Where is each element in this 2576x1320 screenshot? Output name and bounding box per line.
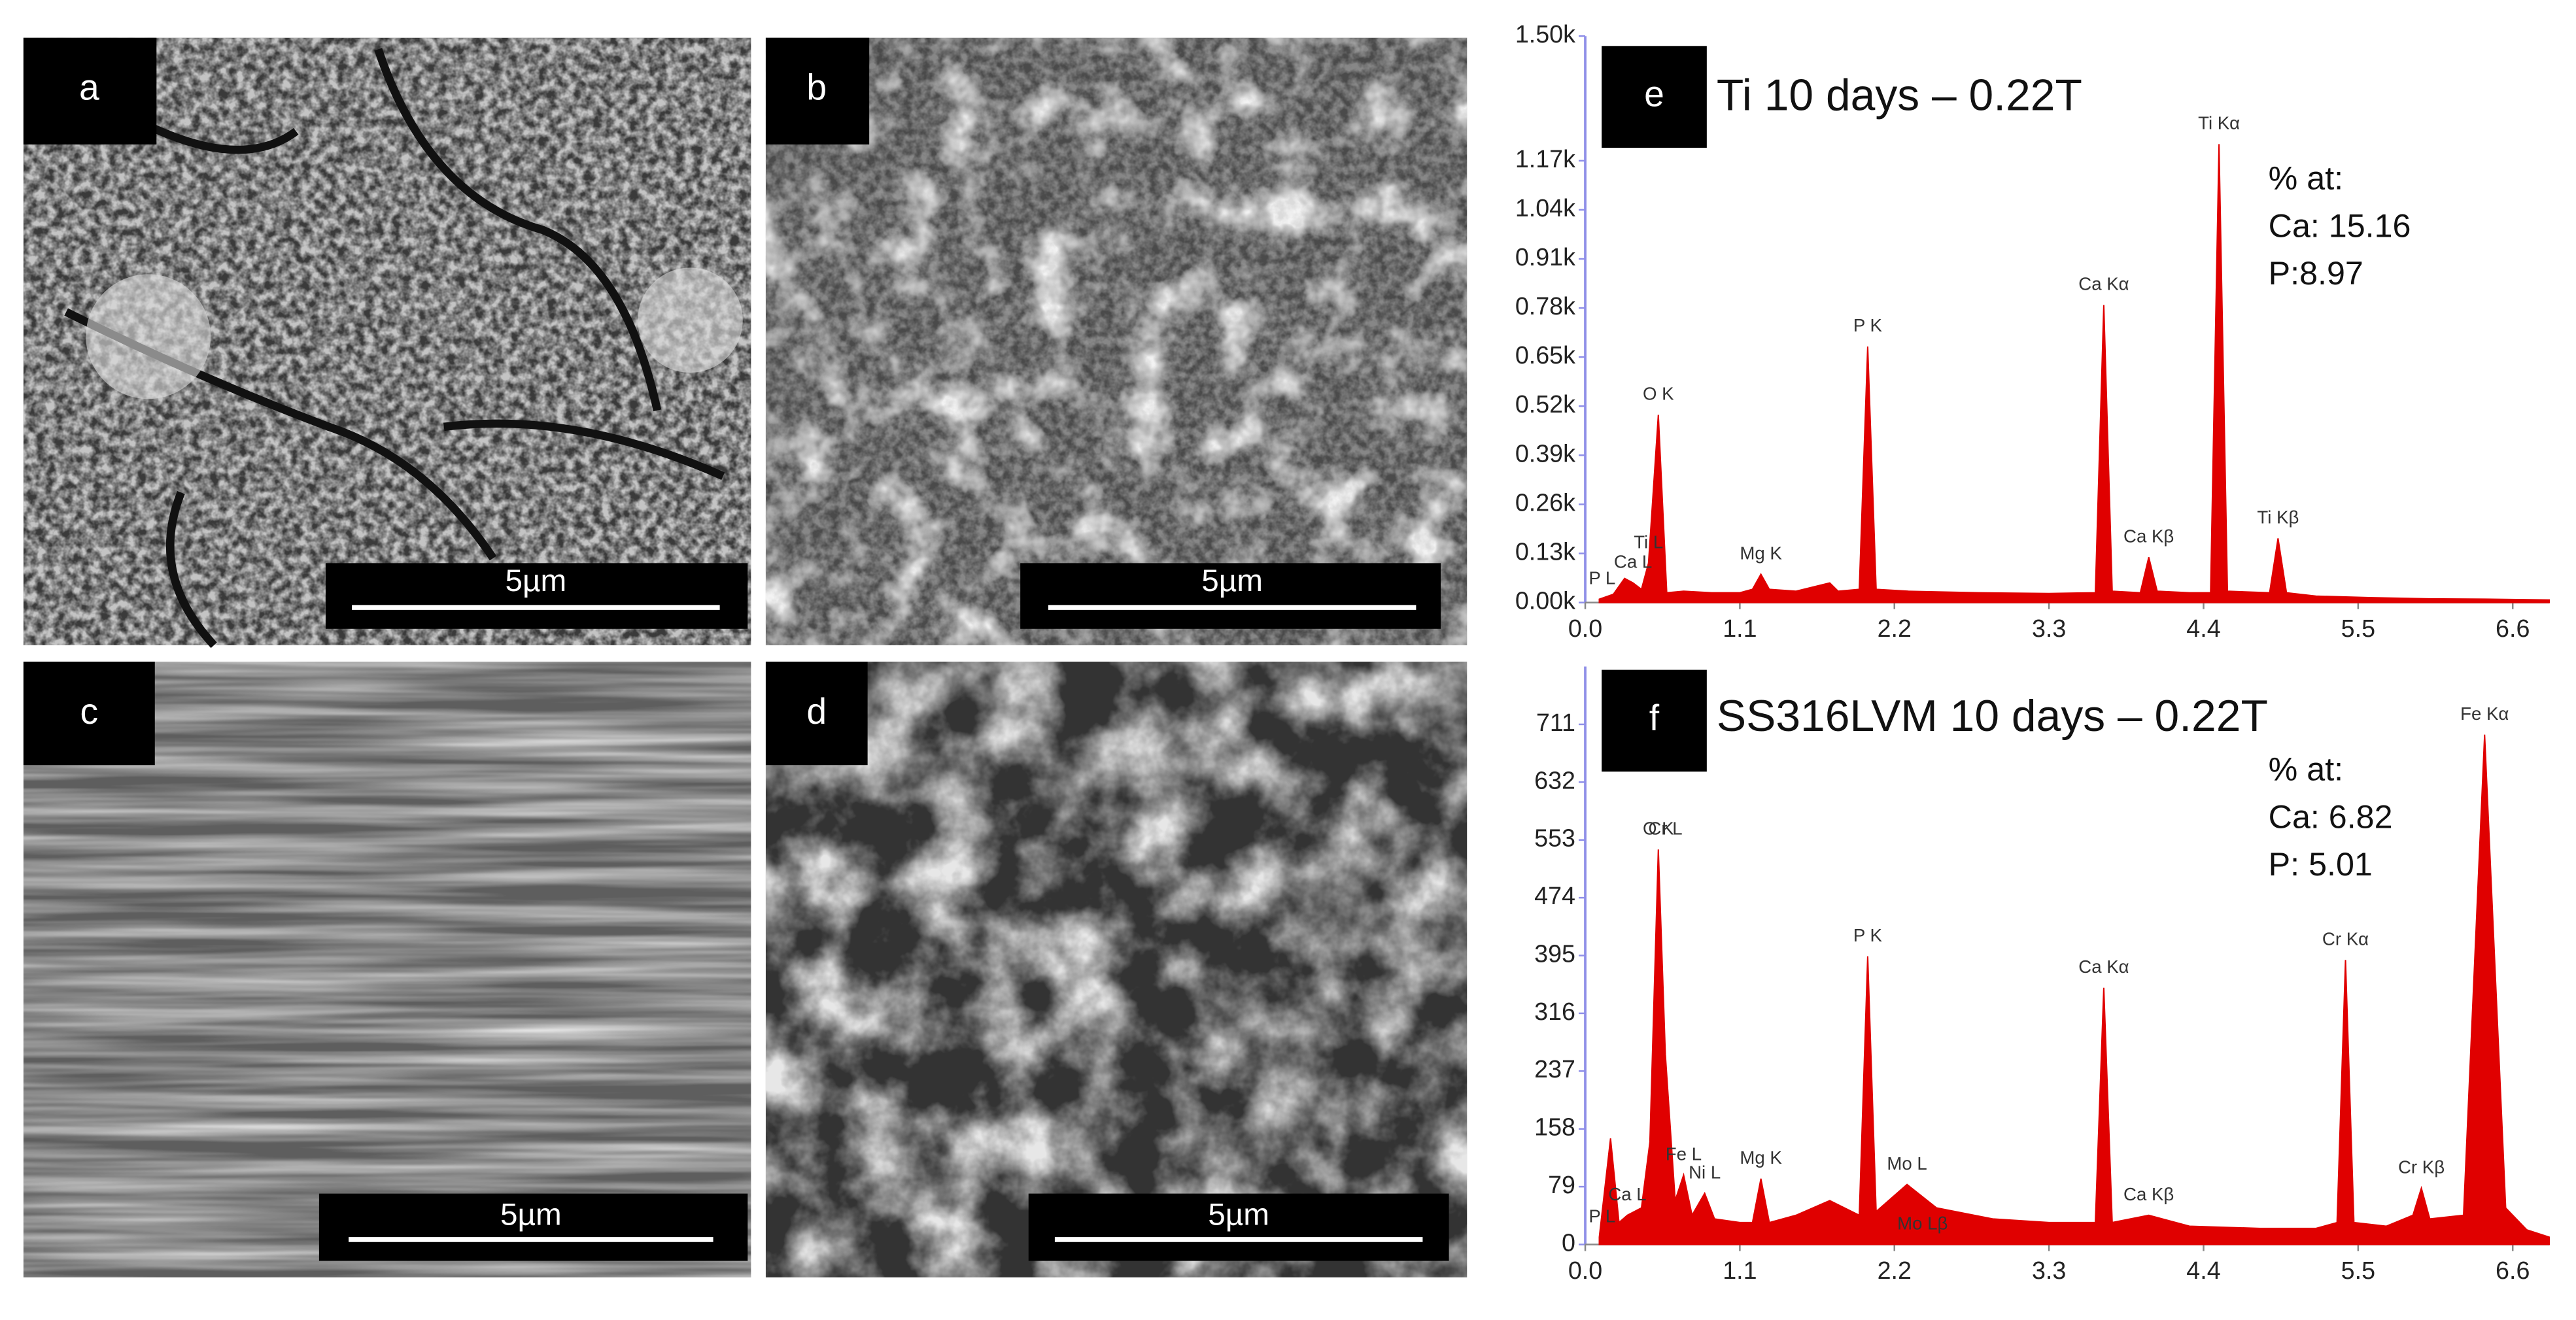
x-tick-label: 4.4 — [2186, 1257, 2220, 1284]
chart-title: Ti 10 days – 0.22T — [1717, 71, 2082, 120]
peak-label: P K — [1853, 925, 1883, 945]
panel-label: f — [1649, 698, 1660, 738]
peak-label: Mo L — [1887, 1153, 1927, 1174]
peak-label: Cr Kα — [2322, 928, 2369, 949]
y-tick-label: 474 — [1534, 882, 1575, 909]
panel-label: b — [806, 67, 827, 108]
peak-label: Ca Kα — [2078, 956, 2129, 977]
x-tick-label: 5.5 — [2341, 615, 2375, 642]
peak-label: Mg K — [1740, 1147, 1782, 1168]
peak-label: Ni L — [1689, 1162, 1721, 1182]
y-tick-label: 1.17k — [1515, 145, 1575, 173]
x-tick-label: 6.6 — [2496, 1257, 2530, 1284]
peak-label: O K — [1643, 818, 1674, 838]
y-tick-label: 632 — [1534, 766, 1575, 794]
x-tick-label: 1.1 — [1723, 1257, 1757, 1284]
scale-bar-label: 5µm — [1208, 1197, 1269, 1232]
panel-label: c — [80, 691, 99, 732]
panel-label: e — [1644, 74, 1664, 114]
panel-label: d — [806, 691, 827, 732]
panel-label: a — [79, 67, 99, 108]
y-tick-label: 0.78k — [1515, 292, 1575, 320]
y-tick-label: 0 — [1562, 1228, 1575, 1256]
sem-panel: a 5µm — [23, 37, 751, 649]
panel-label-box — [1602, 46, 1707, 148]
y-tick-label: 158 — [1534, 1113, 1575, 1141]
peak-label: Ca Kα — [2078, 274, 2129, 294]
y-tick-label: 0.65k — [1515, 341, 1575, 369]
y-tick-label: 79 — [1548, 1171, 1575, 1198]
peak-label: Cr Kβ — [2398, 1157, 2445, 1177]
y-tick-label: 1.50k — [1515, 20, 1575, 48]
peak-label: Ca L — [1608, 1184, 1646, 1204]
peak-label: P L — [1589, 1206, 1615, 1226]
peak-label: Ti Kα — [2198, 113, 2240, 133]
scale-bar-label: 5µm — [1201, 564, 1263, 598]
annotation: Ca: 15.16 — [2269, 207, 2411, 244]
peak-label: Ti Kβ — [2257, 507, 2299, 528]
annotation: % at: — [2269, 751, 2343, 788]
peak-label: Mg K — [1740, 543, 1782, 563]
x-tick-label: 1.1 — [1723, 615, 1757, 642]
x-tick-label: 2.2 — [1878, 615, 1912, 642]
annotation: P:8.97 — [2269, 255, 2363, 292]
scale-bar-label: 5µm — [505, 564, 566, 598]
y-tick-label: 553 — [1534, 824, 1575, 852]
spectrum — [1598, 734, 2550, 1245]
chart-title: SS316LVM 10 days – 0.22T — [1717, 692, 2268, 741]
y-tick-label: 395 — [1534, 939, 1575, 967]
peak-label: P L — [1589, 568, 1615, 588]
peak-label: Cr L — [1648, 818, 1682, 838]
x-tick-label: 2.2 — [1878, 1257, 1912, 1284]
y-tick-label: 711 — [1536, 709, 1575, 736]
peak-label: Ca L — [1614, 552, 1652, 572]
y-tick-label: 237 — [1534, 1055, 1575, 1083]
y-tick-label: 0.13k — [1515, 537, 1575, 565]
peak-label: O K — [1643, 384, 1674, 404]
sem-panel: c 5µm — [23, 662, 751, 1278]
peak-label: P K — [1853, 315, 1883, 335]
scale-bar-label: 5µm — [500, 1197, 562, 1232]
peak-label: Mo Lβ — [1897, 1213, 1948, 1234]
peak-label: Fe L — [1666, 1143, 1702, 1164]
peak-label: Ca Kβ — [2123, 1184, 2174, 1204]
x-tick-label: 0.0 — [1568, 1257, 1602, 1284]
sem-panel: b 5µm — [765, 37, 1468, 645]
annotation: % at: — [2269, 160, 2343, 196]
sem-panel: d 5µm — [765, 662, 1468, 1278]
x-tick-label: 5.5 — [2341, 1257, 2375, 1284]
x-tick-label: 3.3 — [2032, 1257, 2066, 1284]
y-tick-label: 0.52k — [1515, 390, 1575, 418]
x-tick-label: 0.0 — [1568, 615, 1602, 642]
x-tick-label: 3.3 — [2032, 615, 2066, 642]
annotation: Ca: 6.82 — [2269, 798, 2393, 835]
y-tick-label: 316 — [1534, 998, 1575, 1025]
y-tick-label: 0.00k — [1515, 587, 1575, 615]
peak-label: Ti L — [1634, 532, 1663, 552]
x-tick-label: 6.6 — [2496, 615, 2530, 642]
x-tick-label: 4.4 — [2186, 615, 2220, 642]
y-tick-label: 0.91k — [1515, 243, 1575, 271]
y-tick-label: 0.39k — [1515, 439, 1575, 467]
annotation: P: 5.01 — [2269, 846, 2373, 883]
panel-label-box — [1602, 669, 1707, 772]
y-tick-label: 0.26k — [1515, 488, 1575, 516]
y-tick-label: 1.04k — [1515, 194, 1575, 222]
peak-label: Fe Kα — [2460, 703, 2509, 724]
spectrum — [1598, 144, 2550, 603]
peak-label: Ca Kβ — [2123, 526, 2174, 546]
